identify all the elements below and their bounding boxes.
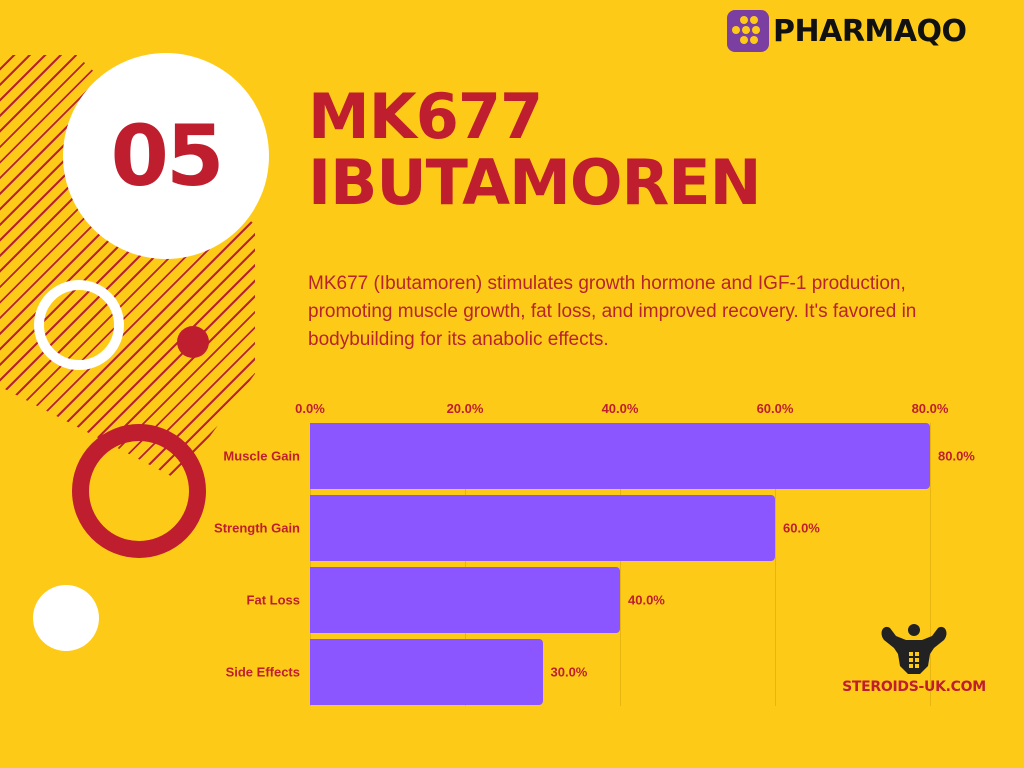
bar xyxy=(310,423,930,489)
value-label: 30.0% xyxy=(550,664,588,680)
bar xyxy=(310,567,620,633)
site-name: STEROIDS-UK.COM xyxy=(842,679,986,695)
number-badge: 05 xyxy=(63,53,269,259)
title-line-2: IBUTAMOREN xyxy=(308,146,762,219)
bodybuilder-icon xyxy=(881,624,947,674)
site-logo: STEROIDS-UK.COM xyxy=(836,622,992,695)
value-label: 40.0% xyxy=(628,592,665,608)
x-tick-label: 20.0% xyxy=(446,401,484,416)
brand-name: PHARMAQO xyxy=(773,13,967,49)
bar xyxy=(310,639,543,705)
brand-logo: PHARMAQO xyxy=(727,10,967,52)
bar xyxy=(310,495,775,561)
value-label: 60.0% xyxy=(783,520,820,536)
category-label: Fat Loss xyxy=(246,592,300,608)
gridline xyxy=(930,423,931,706)
white-dot-decoration xyxy=(33,585,99,651)
red-dot-decoration xyxy=(177,326,209,358)
x-tick-label: 40.0% xyxy=(601,401,639,416)
page-title: MK677 IBUTAMOREN xyxy=(308,80,762,219)
white-ring-decoration xyxy=(34,280,124,370)
category-label: Strength Gain xyxy=(214,520,300,536)
x-tick-label: 80.0% xyxy=(911,401,949,416)
gridline xyxy=(775,423,776,706)
x-tick-label: 0.0% xyxy=(295,401,325,416)
description-text: MK677 (Ibutamoren) stimulates growth hor… xyxy=(308,273,917,350)
x-tick-label: 60.0% xyxy=(756,401,794,416)
value-label: 80.0% xyxy=(938,448,975,464)
category-label: Muscle Gain xyxy=(223,448,300,464)
gridline xyxy=(620,423,621,706)
badge-number: 05 xyxy=(110,107,225,205)
title-line-1: MK677 xyxy=(308,80,543,153)
category-label: Side Effects xyxy=(225,664,300,680)
gridline xyxy=(465,423,466,706)
y-axis-line xyxy=(310,423,311,706)
dots-grid-icon xyxy=(727,10,769,52)
